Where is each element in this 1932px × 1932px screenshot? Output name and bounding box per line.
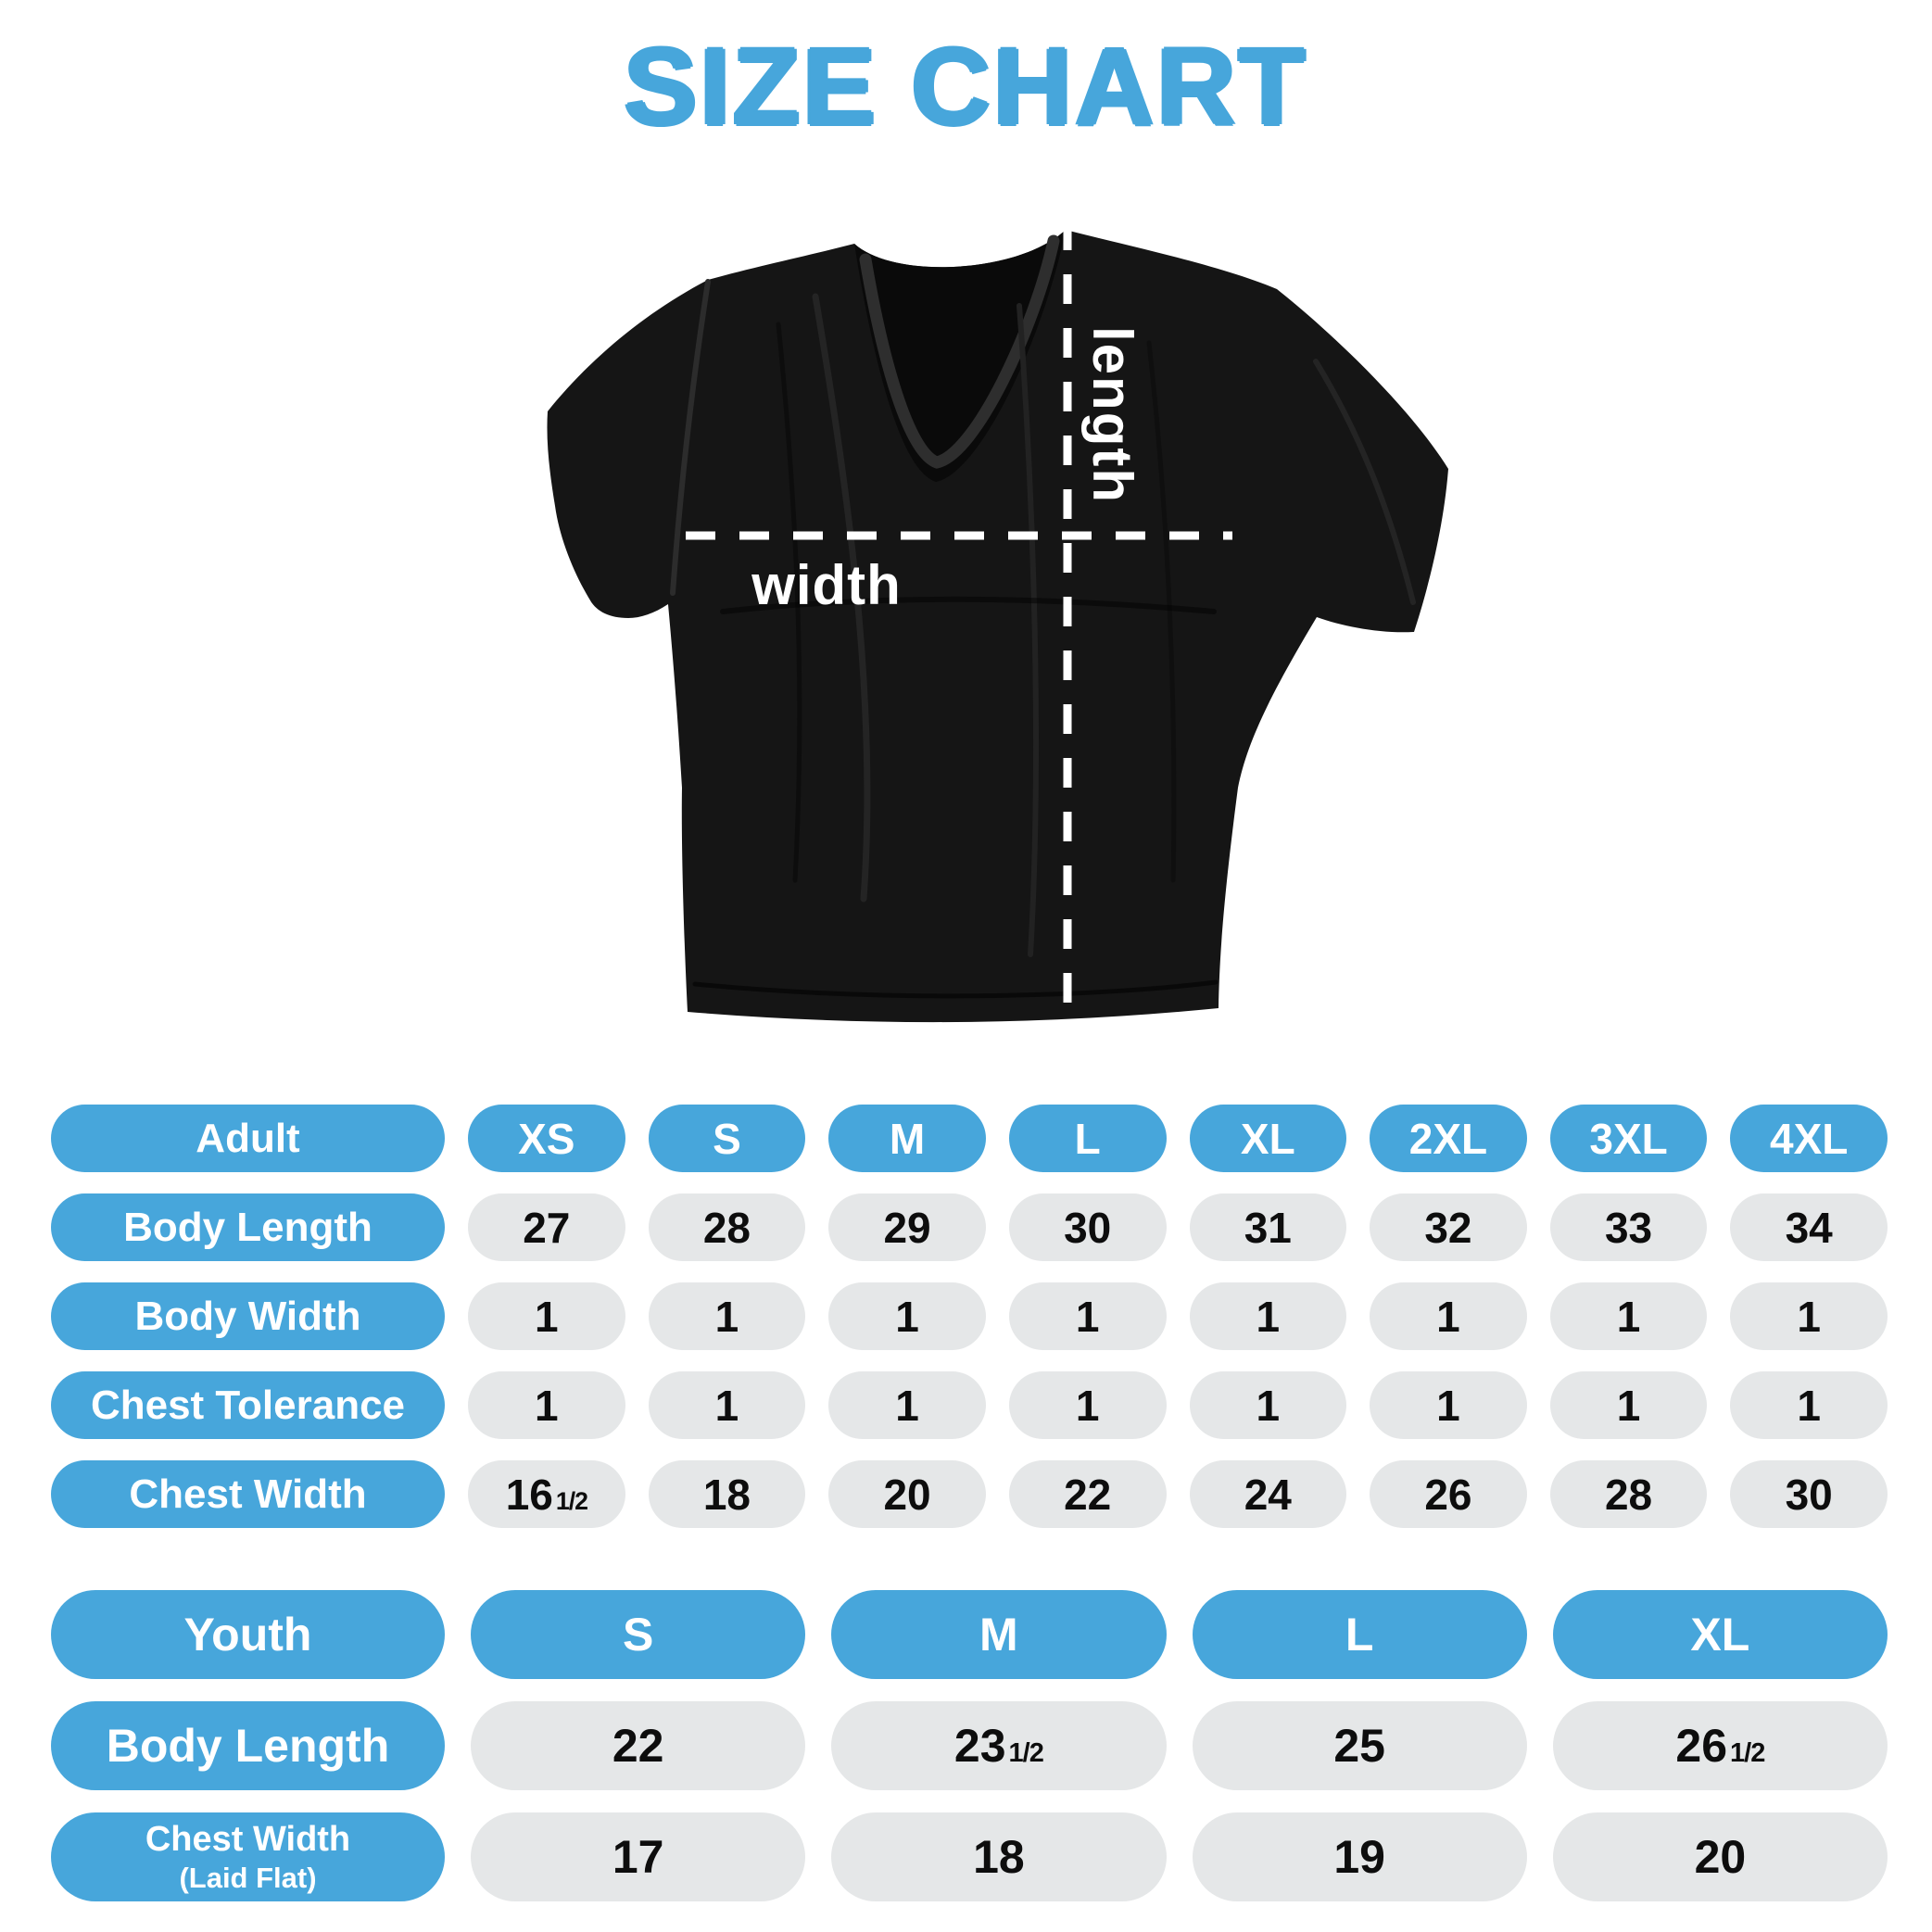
tshirt-silhouette <box>547 230 1448 1023</box>
value-cell: 25 <box>1192 1701 1527 1790</box>
page-title: SIZE CHART <box>624 26 1308 148</box>
width-label: width <box>751 554 902 616</box>
row-label-pill: Body Length <box>51 1701 445 1790</box>
value-cell: 17 <box>471 1812 806 1901</box>
value-cell: 1 <box>828 1282 986 1350</box>
row-label-pill: Chest Tolerance <box>51 1371 445 1439</box>
size-column-header: 4XL <box>1730 1105 1888 1172</box>
size-column-header: XS <box>468 1105 625 1172</box>
value-cell: 1 <box>1189 1282 1347 1350</box>
tshirt-measurement-diagram: length width <box>547 221 1448 1023</box>
size-column-header: XL <box>1189 1105 1347 1172</box>
value-cell: 31 <box>1189 1193 1347 1261</box>
collar-band <box>859 234 1060 469</box>
value-cell: 1 <box>1008 1282 1167 1350</box>
size-column-header: M <box>828 1105 986 1172</box>
value-cell: 18 <box>648 1460 806 1528</box>
value-cell: 26 1/2 <box>1552 1701 1888 1790</box>
value-cell: 1 <box>1189 1371 1347 1439</box>
youth-size-table: Youth S M L XL Body Length 22 23 1/2 25 26 1/2 Chest… <box>51 1590 1888 1901</box>
size-column-header: 3XL <box>1549 1105 1708 1172</box>
adult-header-label: Adult <box>51 1105 445 1172</box>
size-column-header: S <box>648 1105 806 1172</box>
value-cell: 1 <box>468 1282 625 1350</box>
value-cell: 1 <box>648 1282 806 1350</box>
value-cell: 28 <box>648 1193 806 1261</box>
value-cell: 1 <box>1370 1282 1527 1350</box>
value-cell: 30 <box>1008 1193 1167 1261</box>
value-cell: 1 <box>468 1371 625 1439</box>
size-column-header: L <box>1008 1105 1167 1172</box>
fabric-wrinkles <box>670 279 1416 999</box>
value-cell: 33 <box>1549 1193 1708 1261</box>
value-cell: 1 <box>1008 1371 1167 1439</box>
value-cell: 1 <box>648 1371 806 1439</box>
row-label-text: Body Length <box>123 1204 373 1250</box>
value-cell: 20 <box>828 1460 986 1528</box>
value-cell: 1 <box>1549 1282 1708 1350</box>
value-cell: 1 <box>828 1371 986 1439</box>
size-column-header: 2XL <box>1370 1105 1527 1172</box>
row-label-text: Body Length <box>106 1720 390 1772</box>
value-cell: 22 <box>1008 1460 1167 1528</box>
value-cell: 1 <box>1549 1371 1708 1439</box>
value-cell: 27 <box>468 1193 625 1261</box>
value-cell: 1 <box>1730 1282 1888 1350</box>
row-label-pill: Body Width <box>51 1282 445 1350</box>
value-cell: 24 <box>1189 1460 1347 1528</box>
size-column-header: XL <box>1552 1590 1888 1679</box>
value-cell: 30 <box>1730 1460 1888 1528</box>
row-label-text: Chest Width <box>129 1471 367 1517</box>
value-cell: 28 <box>1549 1460 1708 1528</box>
value-cell: 1 <box>1730 1371 1888 1439</box>
value-cell: 32 <box>1370 1193 1527 1261</box>
row-sublabel-text: (Laid Flat) <box>179 1862 317 1894</box>
value-cell: 20 <box>1552 1812 1888 1901</box>
value-cell: 26 <box>1370 1460 1527 1528</box>
value-cell: 23 1/2 <box>831 1701 1167 1790</box>
adult-size-table: Adult XS S M L XL 2XL 3XL 4XL Body Length 27 28 29 30… <box>51 1105 1888 1528</box>
youth-header-label: Youth <box>51 1590 445 1679</box>
value-cell: 19 <box>1192 1812 1527 1901</box>
value-cell: 1 <box>1370 1371 1527 1439</box>
row-label-pill: Chest Width <box>51 1460 445 1528</box>
row-label-text: Chest Tolerance <box>90 1382 406 1428</box>
value-cell: 16 1/2 <box>468 1460 625 1528</box>
row-label-pill: Body Length <box>51 1193 445 1261</box>
size-column-header: L <box>1192 1590 1527 1679</box>
value-cell: 22 <box>471 1701 806 1790</box>
size-column-header: M <box>831 1590 1167 1679</box>
row-label-text: Body Width <box>134 1293 361 1339</box>
row-label-pill: Chest Width (Laid Flat) <box>51 1812 445 1901</box>
length-label: length <box>1081 326 1143 504</box>
size-column-header: S <box>471 1590 806 1679</box>
value-cell: 34 <box>1730 1193 1888 1261</box>
value-cell: 18 <box>831 1812 1167 1901</box>
value-cell: 29 <box>828 1193 986 1261</box>
row-label-text: Chest Width <box>145 1820 351 1859</box>
